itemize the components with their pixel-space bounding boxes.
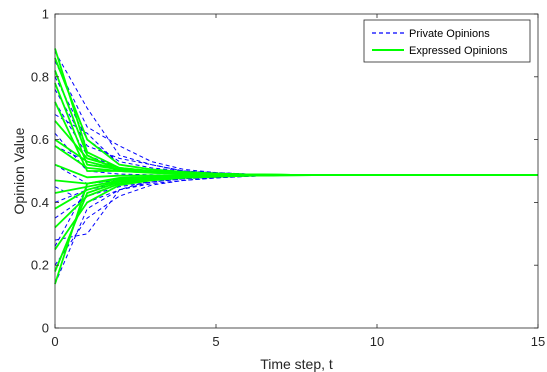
y-tick-label: 0.2: [31, 258, 49, 273]
legend-box: [363, 19, 531, 63]
legend-label-private: Private Opinions: [409, 28, 490, 40]
y-tick-label: 0.4: [31, 195, 49, 210]
y-axis-label: Opinion Value: [11, 127, 27, 214]
plot-frame: [54, 13, 539, 329]
expressed-opinion-line-14: [54, 174, 538, 272]
legend-label-expressed: Expressed Opinions: [409, 45, 508, 57]
series-layer: [54, 48, 538, 285]
x-tick-label: 0: [51, 334, 58, 349]
y-tick-label: 0: [42, 321, 49, 336]
expressed-opinion-line-15: [54, 174, 538, 285]
y-tick-label: 0.8: [31, 69, 49, 84]
legend: Private Opinions Expressed Opinions: [363, 19, 531, 63]
expressed-opinion-line-6: [54, 120, 538, 177]
x-tick-label: 15: [531, 334, 545, 349]
expressed-opinion-line-4: [54, 82, 538, 177]
expressed-opinion-line-1: [54, 48, 538, 177]
axes-layer: [54, 13, 539, 329]
private-opinion-line-1: [54, 51, 538, 176]
expressed-opinion-line-16: [54, 138, 538, 177]
x-axis-label: Time step, t: [260, 356, 333, 372]
private-opinion-line-13: [54, 174, 538, 241]
ticks-layer: 0 5 10 15 0 0.2 0.4 0.6 0.8 1: [31, 7, 545, 350]
expressed-opinion-line-3: [54, 70, 538, 177]
x-tick-label: 10: [370, 334, 384, 349]
private-opinion-line-4: [54, 89, 538, 176]
x-tick-label: 5: [212, 334, 219, 349]
private-opinion-line-15: [54, 174, 538, 285]
expressed-opinion-line-11: [54, 174, 538, 210]
y-tick-label: 1: [42, 7, 49, 22]
expressed-opinion-line-12: [54, 174, 538, 229]
expressed-opinion-line-5: [54, 101, 538, 177]
expressed-opinion-line-2: [54, 57, 538, 177]
private-opinion-line-2: [54, 60, 538, 176]
y-tick-label: 0.6: [31, 132, 49, 147]
expressed-opinion-line-13: [54, 174, 538, 251]
private-opinion-line-5: [54, 101, 538, 176]
